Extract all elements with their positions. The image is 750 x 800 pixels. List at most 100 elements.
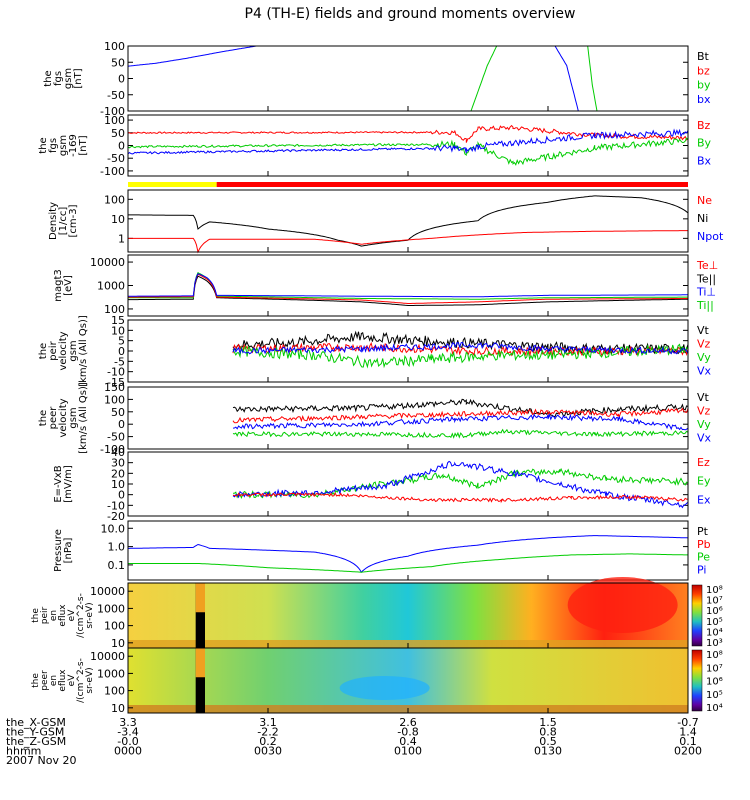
y-axis-label-line: [nPa]	[63, 537, 74, 563]
y-tick-label: 100	[104, 620, 125, 633]
y-tick-label: 10	[111, 702, 125, 715]
y-axis-label-line: the	[31, 673, 41, 688]
colorbar-label: 10⁸	[706, 650, 723, 661]
data-gap-fill	[195, 583, 205, 613]
y-tick-label: 0	[118, 73, 125, 86]
y-axis-label: the peer en eflux eV/(cm^2-s-sr-eV)	[31, 658, 95, 703]
y-axis-label-line: the	[43, 70, 54, 86]
y-axis-label-line: velocity	[58, 398, 69, 437]
x-tick-label: 0000	[114, 745, 142, 758]
legend-Ti⊥: Ti⊥	[696, 286, 716, 299]
legend-Pt: Pt	[697, 525, 709, 538]
series-Vz	[232, 407, 689, 424]
legend-Vt: Vt	[697, 324, 710, 337]
series-Ne	[128, 230, 688, 254]
x-tick-label: 3.1	[259, 716, 277, 729]
y-tick-label: 50	[111, 406, 125, 419]
legend-Vz: Vz	[697, 338, 711, 351]
colorbar-label: 10⁶	[706, 606, 723, 617]
y-axis-label-line: the	[31, 608, 41, 623]
y-axis-label-line: eV	[67, 609, 77, 622]
y-axis-label-line: peer	[40, 670, 50, 691]
series-by-late	[587, 45, 598, 112]
y-axis-label-line: [mV/m]	[63, 465, 74, 503]
legend-by: by	[697, 79, 711, 92]
y-tick-label: 100	[104, 685, 125, 698]
y-tick-label: -15	[107, 376, 125, 389]
y-tick-label: 1.0	[108, 541, 126, 554]
y-tick-label: 0.1	[108, 559, 126, 572]
series-Vt	[232, 398, 689, 417]
y-axis-label-line: peir	[48, 340, 59, 360]
y-tick-label: -100	[100, 105, 125, 118]
x-tick-label: -0.0	[117, 735, 138, 748]
y-axis-label-line: sr-eV)	[85, 667, 95, 693]
colorbar	[691, 649, 703, 712]
y-axis-label-line: /(cm^2-s-	[76, 658, 86, 703]
legend-Te||: Te||	[696, 272, 716, 285]
y-axis-label-line: the	[38, 343, 49, 359]
y-tick-label: -100	[100, 165, 125, 178]
series-Pe	[128, 553, 688, 573]
series-Vy	[232, 343, 689, 369]
legend-Ni: Ni	[697, 212, 708, 225]
colorbar-label: 10⁶	[706, 677, 723, 688]
series-Pi	[128, 535, 689, 574]
y-axis-label: the fgs gsm -169 [nT]	[38, 134, 89, 157]
flag-bar-yellow	[128, 182, 217, 187]
series-by	[470, 45, 498, 112]
colorbar-label: 10⁵	[706, 690, 723, 701]
y-tick-label: -50	[107, 431, 125, 444]
line-panel-4: 10000 1000 100 magt3 [eV] Te⊥Te||Ti⊥Ti||	[53, 254, 718, 317]
series-Ey	[232, 467, 689, 500]
y-axis-label-line: fgs	[53, 71, 64, 86]
y-axis-label-line: gsm	[58, 135, 69, 156]
legend-Te⊥: Te⊥	[696, 259, 718, 272]
y-tick-label: 10000	[90, 585, 125, 598]
y-tick-label: -50	[107, 152, 125, 165]
x-axis-row-label: the_Y-GSM	[6, 726, 64, 739]
x-tick-label: 3.3	[119, 716, 137, 729]
chart-title: P4 (TH-E) fields and ground moments over…	[245, 6, 576, 22]
colorbar-label: 10⁷	[706, 596, 723, 607]
colorbar-label: 10⁵	[706, 617, 723, 628]
series-Ti⊥	[128, 273, 688, 298]
y-tick-label: 10	[111, 324, 125, 337]
legend-Ti||: Ti||	[696, 299, 714, 312]
y-tick-label: -100	[100, 443, 125, 456]
colorbar	[691, 584, 703, 647]
legend-Bx: Bx	[697, 154, 712, 167]
x-tick-label: 0200	[674, 745, 702, 758]
y-axis-label: the peir velocity gsm [km/s (All Qs)]	[38, 315, 89, 387]
y-axis-label-line: E=-VxB	[53, 465, 64, 502]
legend-By: By	[697, 137, 712, 150]
legend-Bt: Bt	[697, 50, 710, 63]
series-Ti||	[128, 272, 688, 300]
data-gap-fill	[195, 648, 205, 678]
series-Vx	[232, 341, 689, 355]
x-tick-label: 0.1	[679, 735, 697, 748]
y-tick-label: 10000	[90, 650, 125, 663]
x-axis-row-label: hhmm	[6, 745, 41, 758]
x-tick-label: 0.8	[539, 726, 557, 739]
y-tick-label: 100	[104, 193, 125, 206]
y-tick-label: 40	[111, 446, 125, 459]
y-axis-label-line: -169	[68, 134, 79, 157]
y-tick-label: -50	[107, 89, 125, 102]
y-axis-label-line: peir	[40, 606, 50, 624]
y-axis-label: Pressure [nPa]	[53, 529, 74, 572]
y-tick-label: 10	[111, 637, 125, 650]
y-axis-label: magt3 [eV]	[53, 269, 74, 302]
y-axis-label-line: eflux	[58, 669, 68, 692]
y-tick-label: 30	[111, 457, 125, 470]
x-tick-label: -0.8	[397, 726, 418, 739]
y-axis-label-line: eflux	[58, 604, 68, 627]
y-tick-label: 100	[104, 40, 125, 53]
y-axis-label-line: eV	[67, 674, 77, 687]
y-tick-label: 50	[111, 56, 125, 69]
legend-Ey: Ey	[697, 475, 711, 488]
legend-Vz: Vz	[697, 405, 711, 418]
